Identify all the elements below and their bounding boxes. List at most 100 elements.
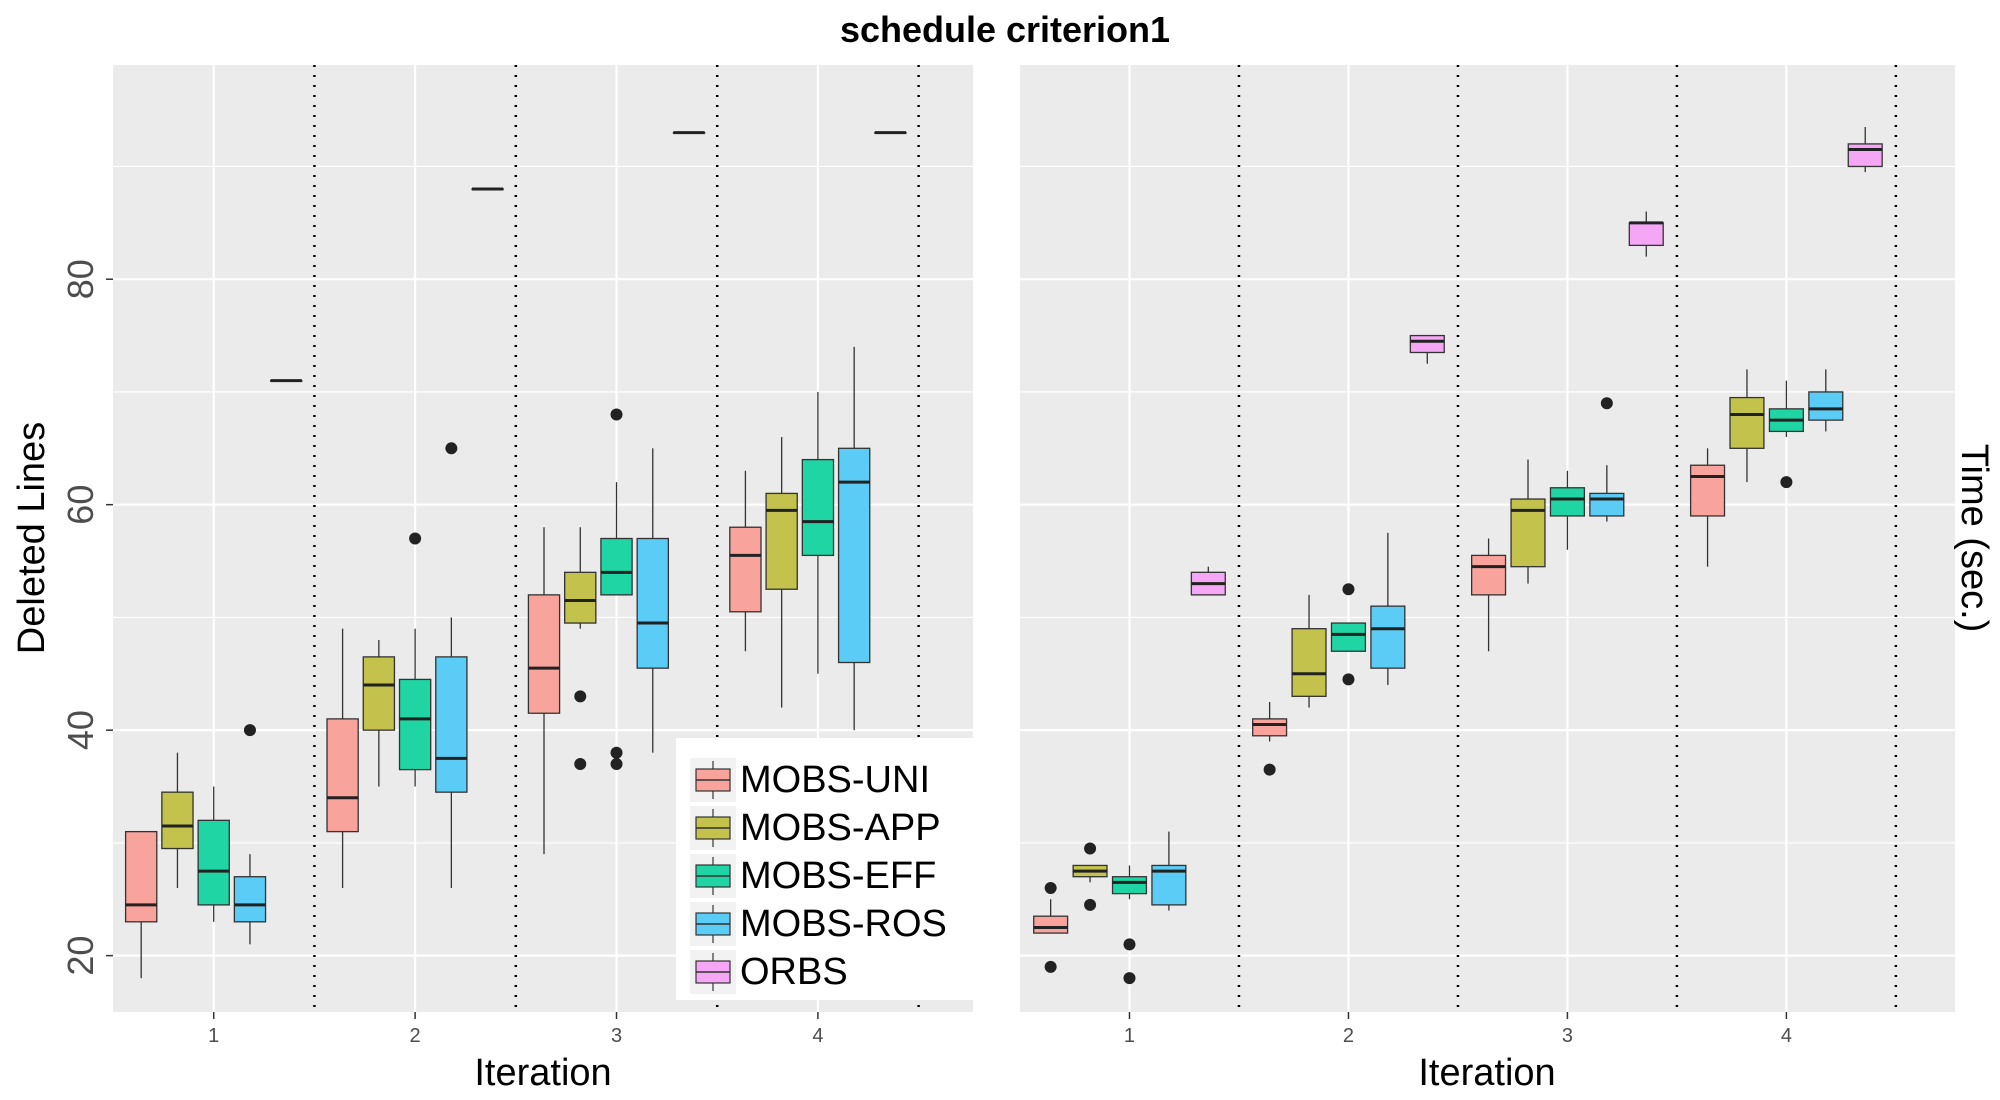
box-mobs-uni-iter-3	[527, 527, 561, 855]
left-boxes	[124, 131, 907, 979]
box-mobs-eff-iter-3	[600, 408, 633, 770]
legend: MOBS-UNI MOBS-APP MOBS-EFF MOBS-ROS ORBS	[676, 738, 991, 1000]
box-body	[1330, 622, 1367, 652]
box-mobs-app-iter-2	[362, 639, 396, 787]
box-body	[1409, 334, 1445, 354]
outlier-point	[1044, 881, 1057, 894]
box-mobs-uni-iter-1	[124, 830, 158, 979]
legend-label: ORBS	[740, 951, 848, 993]
legend-key-mobs-ros	[690, 902, 736, 946]
box-body	[729, 526, 762, 613]
box-mobs-uni-iter-2	[326, 628, 359, 888]
box-mobs-eff-iter-4	[801, 391, 835, 674]
box-mobs-eff-iter-1	[1111, 865, 1148, 985]
box-mobs-ros-iter-4	[1808, 369, 1844, 432]
legend-key-orbs	[690, 950, 736, 994]
x-tick-label: 2	[1343, 1025, 1354, 1047]
box-body	[564, 571, 597, 624]
chart-title: schedule criterion1	[840, 9, 1170, 50]
box-mobs-app-iter-4	[765, 437, 798, 708]
box-body	[1470, 554, 1507, 596]
legend-label: MOBS-ROS	[740, 903, 947, 945]
box-body	[1370, 605, 1406, 669]
box-body	[1689, 464, 1726, 517]
right-x-ticks: 1 2 3 4	[1124, 1012, 1792, 1047]
y-tick-label: 80	[60, 259, 101, 299]
outlier-point	[1123, 972, 1136, 985]
outlier-point	[1780, 476, 1793, 489]
x-tick-label: 4	[1781, 1025, 1792, 1047]
outlier-point	[1044, 960, 1057, 973]
box-body	[435, 656, 468, 793]
box-body	[1729, 396, 1765, 449]
box-mobs-app-iter-1	[1072, 842, 1108, 911]
box-body	[1111, 876, 1148, 895]
box-mobs-uni-iter-4	[1689, 448, 1726, 567]
left-x-axis-title: Iteration	[474, 1052, 611, 1094]
box-body	[124, 830, 158, 923]
box-body	[765, 492, 798, 590]
outlier-point	[610, 408, 623, 421]
outlier-point	[574, 757, 587, 770]
outlier-point	[1084, 842, 1097, 855]
box-body	[600, 537, 633, 596]
box-body	[398, 678, 432, 771]
outlier-point	[1263, 763, 1276, 776]
box-body	[1847, 143, 1883, 168]
box-body	[161, 791, 194, 850]
y-tick-label: 20	[60, 936, 101, 976]
box-body	[801, 458, 835, 557]
box-body	[1589, 492, 1625, 517]
box-body	[362, 656, 396, 731]
box-body	[1291, 628, 1327, 697]
y-tick-label: 60	[60, 485, 101, 525]
box-mobs-eff-iter-1	[197, 786, 230, 922]
outlier-point	[574, 690, 587, 703]
box-body	[326, 718, 359, 833]
box-body	[1808, 391, 1844, 421]
outlier-point	[445, 442, 458, 455]
outlier-point	[610, 746, 623, 759]
left-panel: 1 2 3 4 20 40 60 80 Iteration Deleted Lines	[11, 65, 973, 1094]
legend-key-mobs-app	[690, 806, 736, 850]
left-y-ticks: 20 40 60 80	[60, 259, 113, 976]
right-boxes	[1033, 127, 1883, 985]
x-tick-label: 1	[1124, 1025, 1135, 1047]
box-mobs-uni-iter-2	[1252, 701, 1288, 776]
box-body	[1628, 222, 1664, 247]
legend-label: MOBS-APP	[740, 807, 941, 849]
box-mobs-eff-iter-2	[1330, 583, 1367, 686]
box-mobs-ros-iter-2	[1370, 532, 1406, 686]
y-tick-label: 40	[60, 710, 101, 750]
box-mobs-ros-iter-3	[1589, 397, 1625, 522]
box-orbs-iter-1	[269, 379, 303, 383]
box-body	[837, 447, 871, 664]
right-plot-background	[1020, 65, 1955, 1012]
outlier-point	[1123, 938, 1136, 951]
box-orbs-iter-2	[1409, 334, 1445, 364]
right-x-axis-title: Iteration	[1418, 1052, 1555, 1094]
box-orbs-iter-4	[1847, 127, 1883, 173]
box-mobs-eff-iter-2	[398, 532, 432, 787]
x-tick-label: 1	[208, 1025, 219, 1047]
box-mobs-eff-iter-4	[1768, 380, 1804, 489]
outlier-point	[1600, 397, 1613, 410]
box-orbs-iter-3	[1628, 211, 1664, 257]
box-body	[527, 594, 561, 714]
box-mobs-app-iter-1	[161, 752, 194, 888]
x-tick-label: 2	[410, 1025, 421, 1047]
box-body	[233, 876, 267, 923]
box-body	[1252, 718, 1288, 737]
box-orbs-iter-2	[471, 187, 504, 191]
box-orbs-iter-3	[672, 131, 706, 135]
box-mobs-uni-iter-3	[1470, 538, 1507, 652]
box-body	[197, 819, 230, 906]
box-mobs-eff-iter-3	[1549, 470, 1586, 550]
left-y-axis-title: Deleted Lines	[11, 422, 53, 654]
box-orbs-iter-4	[874, 131, 907, 135]
outlier-point	[243, 724, 256, 737]
outlier-point	[1084, 898, 1097, 911]
box-mobs-app-iter-2	[1291, 594, 1327, 708]
left-x-ticks: 1 2 3 4	[208, 1012, 823, 1047]
